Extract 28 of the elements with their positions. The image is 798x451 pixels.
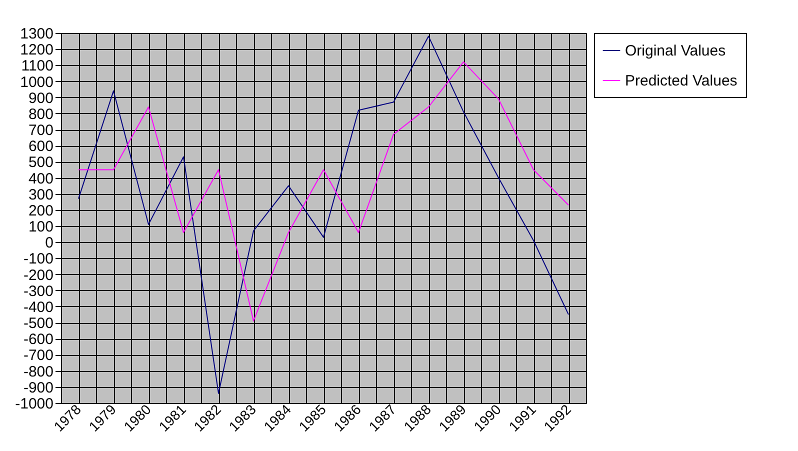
y-tick-label: 400 bbox=[28, 170, 54, 188]
y-tick-label: 300 bbox=[28, 186, 54, 204]
legend-label: Original Values bbox=[625, 42, 726, 60]
y-tick-label: -100 bbox=[23, 250, 54, 268]
y-tick-label: 800 bbox=[28, 106, 54, 123]
y-tick-label: -300 bbox=[23, 282, 54, 300]
y-tick-label: 600 bbox=[28, 138, 54, 156]
y-tick-label: 900 bbox=[28, 90, 54, 107]
y-tick-label: -900 bbox=[23, 379, 54, 396]
y-tick-label: 200 bbox=[28, 202, 54, 220]
y-tick-label: 1300 bbox=[20, 26, 54, 42]
y-tick-label: -500 bbox=[23, 315, 54, 332]
y-tick-label: -1000 bbox=[15, 396, 54, 412]
y-tick-label: 1000 bbox=[20, 74, 54, 91]
y-tick-label: 500 bbox=[28, 154, 54, 172]
y-tick-label: 1200 bbox=[20, 42, 54, 59]
line-series bbox=[78, 61, 569, 322]
y-tick-label: -800 bbox=[23, 363, 54, 380]
y-tick-label: -700 bbox=[23, 347, 54, 364]
y-tick-label: 700 bbox=[28, 122, 54, 140]
y-tick-label: 0 bbox=[45, 234, 54, 252]
y-tick-label: -600 bbox=[23, 331, 54, 348]
y-tick-label: 100 bbox=[28, 218, 54, 236]
legend-label: Predicted Values bbox=[625, 72, 738, 90]
y-tick-label: 1100 bbox=[21, 58, 54, 75]
y-tick-label: -400 bbox=[23, 298, 54, 316]
y-tick-label: -200 bbox=[23, 266, 54, 284]
line-series bbox=[78, 36, 569, 394]
